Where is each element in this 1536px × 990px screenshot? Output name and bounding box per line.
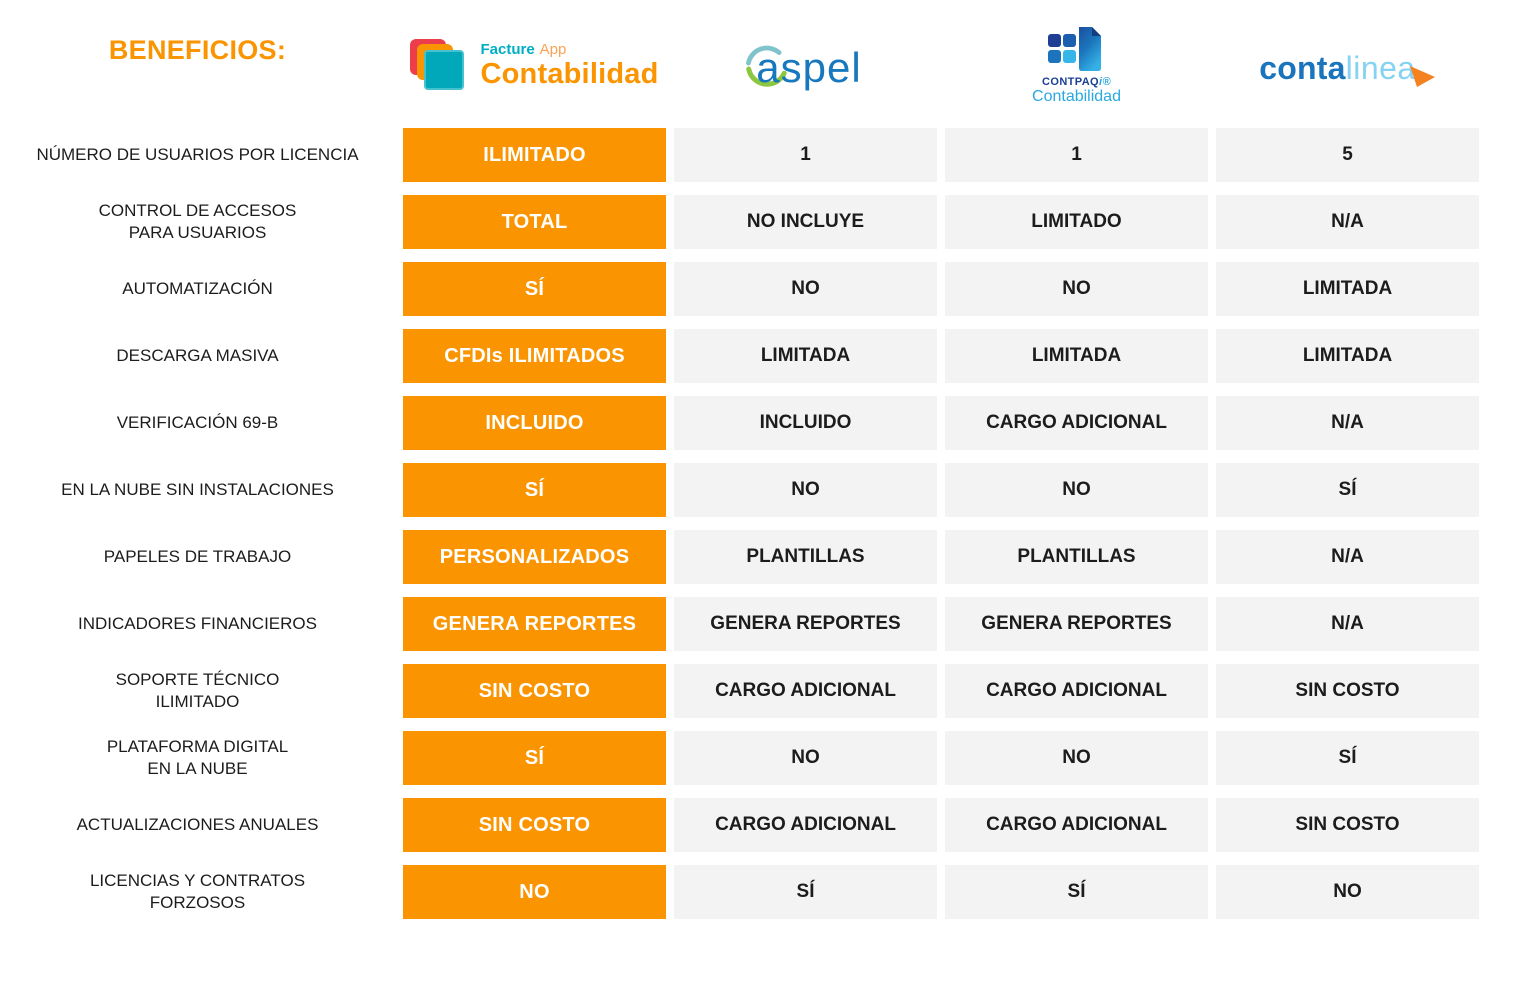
cell-row6-col1: PLANTILLAS (674, 530, 937, 584)
cell-row4-col2: CARGO ADICIONAL (945, 396, 1208, 450)
row-label-4: VERIFICACIÓN 69-B (116, 412, 279, 432)
contpaqi-wordmark: CONTPAQi® (1042, 75, 1111, 88)
teal-square (424, 50, 465, 90)
cell-row0-col0: ILIMITADO (403, 128, 666, 182)
cursor-arrow-icon (1409, 66, 1435, 87)
cell-row4-col3: N/A (1216, 396, 1479, 450)
row-label-0: NÚMERO DE USUARIOS POR LICENCIA (36, 144, 359, 164)
cell-row7-col2: GENERA REPORTES (945, 597, 1208, 651)
cell-row2-col1: NO (674, 262, 937, 316)
cell-row1-col2: LIMITADO (945, 195, 1208, 249)
cell-row6-col3: N/A (1216, 530, 1479, 584)
cell-row1-col0: TOTAL (403, 195, 666, 249)
cell-row7-col1: GENERA REPORTES (674, 597, 937, 651)
cell-row9-col3: SÍ (1216, 731, 1479, 785)
cell-row6-col0: PERSONALIZADOS (403, 530, 666, 584)
document-squares-icon (1048, 26, 1102, 71)
cell-row10-col3: SIN COSTO (1216, 798, 1479, 852)
cell-row8-col2: CARGO ADICIONAL (945, 664, 1208, 718)
contalinea-logo: conta linea (1259, 50, 1435, 87)
cell-row8-col1: CARGO ADICIONAL (674, 664, 937, 718)
contpaqi-product-name: Contabilidad (1032, 87, 1121, 105)
aspel-wordmark: aspel (756, 44, 862, 91)
row-label-11: LICENCIAS Y CONTRATOS FORZOSOS (89, 870, 306, 912)
conta-word: conta (1259, 49, 1346, 86)
comparison-table: NÚMERO DE USUARIOS POR LICENCIA ILIMITADO… (0, 128, 1536, 919)
cell-row2-col3: LIMITADA (1216, 262, 1479, 316)
row-label-2: AUTOMATIZACIÓN (122, 278, 273, 298)
cell-row11-col2: SÍ (945, 865, 1208, 919)
cell-row6-col2: PLANTILLAS (945, 530, 1208, 584)
cell-row3-col0: CFDIs ILIMITADOS (403, 329, 666, 383)
circle-swoosh-icon (746, 45, 788, 87)
aspel-logo: aspel (746, 37, 862, 99)
contabilidad-word: Contabilidad (480, 58, 659, 91)
row-label-7: INDICADORES FINANCIEROS (78, 613, 317, 633)
row-label-9: PLATAFORMA DIGITAL EN LA NUBE (106, 736, 289, 778)
cell-row8-col3: SIN COSTO (1216, 664, 1479, 718)
cell-row5-col0: SÍ (403, 463, 666, 517)
cell-row9-col0: SÍ (403, 731, 666, 785)
cell-row5-col1: NO (674, 463, 937, 517)
facture-word: Facture (480, 41, 535, 59)
linea-word: linea (1345, 49, 1416, 86)
cell-row3-col3: LIMITADA (1216, 329, 1479, 383)
row-label-6: PAPELES DE TRABAJO (103, 546, 292, 566)
cell-row10-col0: SIN COSTO (403, 798, 666, 852)
table-header: BENEFICIOS: Facture App Contabilidad aspe… (0, 0, 1536, 128)
stacked-squares-icon (410, 39, 468, 93)
facture-contabilidad-logo: Facture App Contabilidad (410, 39, 658, 93)
cell-row11-col3: NO (1216, 865, 1479, 919)
cell-row7-col0: GENERA REPORTES (403, 597, 666, 651)
cell-row1-col3: N/A (1216, 195, 1479, 249)
cell-row0-col2: 1 (945, 128, 1208, 182)
cell-row1-col1: NO INCLUYE (674, 195, 937, 249)
row-label-10: ACTUALIZACIONES ANUALES (76, 814, 319, 834)
cell-row11-col1: SÍ (674, 865, 937, 919)
page-title: BENEFICIOS: (108, 34, 287, 65)
cell-row9-col1: NO (674, 731, 937, 785)
cell-row2-col2: NO (945, 262, 1208, 316)
cell-row2-col0: SÍ (403, 262, 666, 316)
cell-row11-col0: NO (403, 865, 666, 919)
row-label-5: EN LA NUBE SIN INSTALACIONES (61, 479, 334, 499)
cell-row0-col1: 1 (674, 128, 937, 182)
row-label-3: DESCARGA MASIVA (116, 345, 279, 365)
cell-row10-col1: CARGO ADICIONAL (674, 798, 937, 852)
cell-row4-col0: INCLUIDO (403, 396, 666, 450)
row-label-8: SOPORTE TÉCNICO ILIMITADO (115, 669, 280, 711)
cell-row0-col3: 5 (1216, 128, 1479, 182)
cell-row10-col2: CARGO ADICIONAL (945, 798, 1208, 852)
facture-logo-text: Facture App Contabilidad (480, 41, 659, 91)
row-label-1: CONTROL DE ACCESOS PARA USUARIOS (98, 200, 297, 242)
cell-row5-col3: SÍ (1216, 463, 1479, 517)
cell-row5-col2: NO (945, 463, 1208, 517)
app-word: App (539, 41, 567, 59)
cell-row4-col1: INCLUIDO (674, 396, 937, 450)
cell-row9-col2: NO (945, 731, 1208, 785)
cell-row7-col3: N/A (1216, 597, 1479, 651)
cell-row3-col2: LIMITADA (945, 329, 1208, 383)
cell-row8-col0: SIN COSTO (403, 664, 666, 718)
contpaqi-logo: CONTPAQi® Contabilidad (1032, 26, 1121, 106)
cell-row3-col1: LIMITADA (674, 329, 937, 383)
